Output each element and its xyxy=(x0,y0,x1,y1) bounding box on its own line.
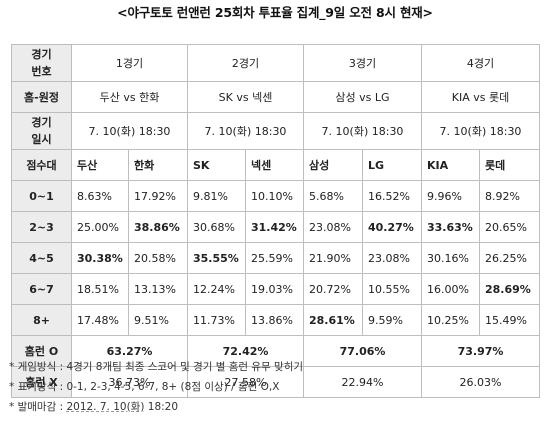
homerun-x-cell: 27.58% xyxy=(187,366,304,398)
datetime-cell: 7. 10(화) 18:30 xyxy=(303,112,422,150)
matchup-label: 홈-원정 xyxy=(11,81,72,113)
vote-rate-cell: 9.51% xyxy=(128,304,188,336)
vote-rate-cell: 16.52% xyxy=(362,180,422,212)
vote-rate-cell: 13.86% xyxy=(245,304,304,336)
homerun-o-row: 홈런 O 63.27% 72.42% 77.06% 73.97% xyxy=(11,335,540,367)
footnotes: * 게임방식 : 4경기 8개팀 최종 스코어 및 경기 별 홈런 유무 맞히기… xyxy=(9,357,549,417)
game-4-header: 4경기 xyxy=(421,44,540,82)
homerun-o-label: 홈런 O xyxy=(11,335,72,367)
vote-rate-cell: 19.03% xyxy=(245,273,304,305)
vote-rate-cell: 33.63% xyxy=(421,211,480,243)
vote-rate-cell: 10.55% xyxy=(362,273,422,305)
score-rows: 0~1 8.63% 17.92% 9.81% 10.10% 5.68% 16.52% 9.96… xyxy=(11,180,540,336)
datetime-cell: 7. 10(화) 18:30 xyxy=(71,112,188,150)
score-row: 0~1 8.63% 17.92% 9.81% 10.10% 5.68% 16.52% 9.96… xyxy=(11,180,540,212)
datetime-cell: 7. 10(화) 18:30 xyxy=(187,112,304,150)
note-game-method: * 게임방식 : 4경기 8개팀 최종 스코어 및 경기 별 홈런 유무 맞히기 xyxy=(9,361,304,373)
homerun-o-cell: 73.97% xyxy=(421,335,540,367)
game-number-row: 경기 번호 1경기 2경기 3경기 4경기 xyxy=(11,44,540,82)
game-number-label: 경기 번호 xyxy=(11,44,72,82)
vote-rate-cell: 26.25% xyxy=(479,242,540,274)
datetime-cell: 7. 10(화) 18:30 xyxy=(421,112,540,150)
homerun-x-cell: 22.94% xyxy=(303,366,422,398)
game-2-header: 2경기 xyxy=(187,44,304,82)
vote-rate-cell: 30.68% xyxy=(187,211,246,243)
vote-rate-cell: 38.86% xyxy=(128,211,188,243)
vote-rate-cell: 18.51% xyxy=(71,273,129,305)
score-row: 4~5 30.38% 20.58% 35.55% 25.59% 21.90% 23.08% 3… xyxy=(11,242,540,274)
vote-rate-cell: 28.69% xyxy=(479,273,540,305)
vote-rate-cell: 31.42% xyxy=(245,211,304,243)
matchup-cell: 삼성 vs LG xyxy=(303,81,422,113)
game-3-header: 3경기 xyxy=(303,44,422,82)
team-name: 한화 xyxy=(128,149,188,181)
vote-rate-cell: 20.65% xyxy=(479,211,540,243)
vote-rate-cell: 20.72% xyxy=(303,273,363,305)
vote-rate-cell: 21.90% xyxy=(303,242,363,274)
vote-rate-cell: 13.13% xyxy=(128,273,188,305)
homerun-x-cell: 36.73% xyxy=(71,366,188,398)
team-name: 넥센 xyxy=(245,149,304,181)
team-name: KIA xyxy=(421,149,480,181)
homerun-x-cell: 26.03% xyxy=(421,366,540,398)
vote-rate-cell: 8.63% xyxy=(71,180,129,212)
score-range-cell: 6~7 xyxy=(11,273,72,305)
vote-rate-cell: 17.48% xyxy=(71,304,129,336)
note-deadline-date: 2012. 7. 10(화) xyxy=(66,401,145,413)
score-range-cell: 8+ xyxy=(11,304,72,336)
vote-rate-cell: 5.68% xyxy=(303,180,363,212)
score-range-cell: 4~5 xyxy=(11,242,72,274)
vote-rate-table: 경기 번호 1경기 2경기 3경기 4경기 홈-원정 두산 vs 한화 SK v… xyxy=(11,44,540,398)
vote-rate-cell: 28.61% xyxy=(303,304,363,336)
score-row: 2~3 25.00% 38.86% 30.68% 31.42% 23.08% 40.27% 3… xyxy=(11,211,540,243)
team-name: LG xyxy=(362,149,422,181)
note-deadline-time: 18:20 xyxy=(144,401,179,413)
vote-rate-cell: 10.25% xyxy=(421,304,480,336)
datetime-row: 경기 일시 7. 10(화) 18:30 7. 10(화) 18:30 7. 1… xyxy=(11,112,540,150)
vote-rate-cell: 30.38% xyxy=(71,242,129,274)
score-range-cell: 0~1 xyxy=(11,180,72,212)
vote-rate-cell: 15.49% xyxy=(479,304,540,336)
vote-rate-cell: 25.00% xyxy=(71,211,129,243)
score-row: 8+ 17.48% 9.51% 11.73% 13.86% 28.61% 9.59% 10.2… xyxy=(11,304,540,336)
vote-rate-cell: 23.08% xyxy=(362,242,422,274)
vote-rate-cell: 10.10% xyxy=(245,180,304,212)
team-name: 두산 xyxy=(71,149,129,181)
homerun-o-cell: 72.42% xyxy=(187,335,304,367)
matchup-row: 홈-원정 두산 vs 한화 SK vs 넥센 삼성 vs LG KIA vs 롯… xyxy=(11,81,540,113)
note-notation: * 표기방식 : 0-1, 2-3, 4-5, 6-7, 8+ (8점 이상) … xyxy=(9,381,280,393)
datetime-label: 경기 일시 xyxy=(11,112,72,150)
matchup-cell: 두산 vs 한화 xyxy=(71,81,188,113)
note-deadline: * 발매마감 : 2012. 7. 10(화) 18:20 xyxy=(9,397,549,417)
team-name: 삼성 xyxy=(303,149,363,181)
vote-rate-cell: 30.16% xyxy=(421,242,480,274)
score-range-cell: 2~3 xyxy=(11,211,72,243)
team-header-row: 점수대 두산 한화 SK 넥센 삼성 LG KIA 롯데 xyxy=(11,149,540,181)
homerun-o-cell: 63.27% xyxy=(71,335,188,367)
homerun-x-label: 홈런 X xyxy=(11,366,72,398)
vote-rate-cell: 20.58% xyxy=(128,242,188,274)
vote-rate-cell: 9.81% xyxy=(187,180,246,212)
vote-rate-cell: 40.27% xyxy=(362,211,422,243)
matchup-cell: KIA vs 롯데 xyxy=(421,81,540,113)
note-deadline-prefix: * 발매마감 : xyxy=(9,401,67,413)
matchup-cell: SK vs 넥센 xyxy=(187,81,304,113)
vote-rate-cell: 16.00% xyxy=(421,273,480,305)
vote-rate-cell: 9.96% xyxy=(421,180,480,212)
vote-rate-cell: 25.59% xyxy=(245,242,304,274)
vote-rate-cell: 35.55% xyxy=(187,242,246,274)
vote-rate-cell: 8.92% xyxy=(479,180,540,212)
score-row: 6~7 18.51% 13.13% 12.24% 19.03% 20.72% 10.55% 1… xyxy=(11,273,540,305)
team-name: 롯데 xyxy=(479,149,540,181)
vote-rate-cell: 23.08% xyxy=(303,211,363,243)
vote-rate-cell: 12.24% xyxy=(187,273,246,305)
vote-rate-cell: 11.73% xyxy=(187,304,246,336)
team-name: SK xyxy=(187,149,246,181)
page-title: <야구토토 런앤런 25회차 투표율 집계_9일 오전 8시 현재> xyxy=(117,5,433,20)
vote-rate-cell: 9.59% xyxy=(362,304,422,336)
vote-rate-cell: 17.92% xyxy=(128,180,188,212)
score-range-label: 점수대 xyxy=(11,149,72,181)
game-1-header: 1경기 xyxy=(71,44,188,82)
homerun-x-row: 홈런 X 36.73% 27.58% 22.94% 26.03% xyxy=(11,366,540,398)
